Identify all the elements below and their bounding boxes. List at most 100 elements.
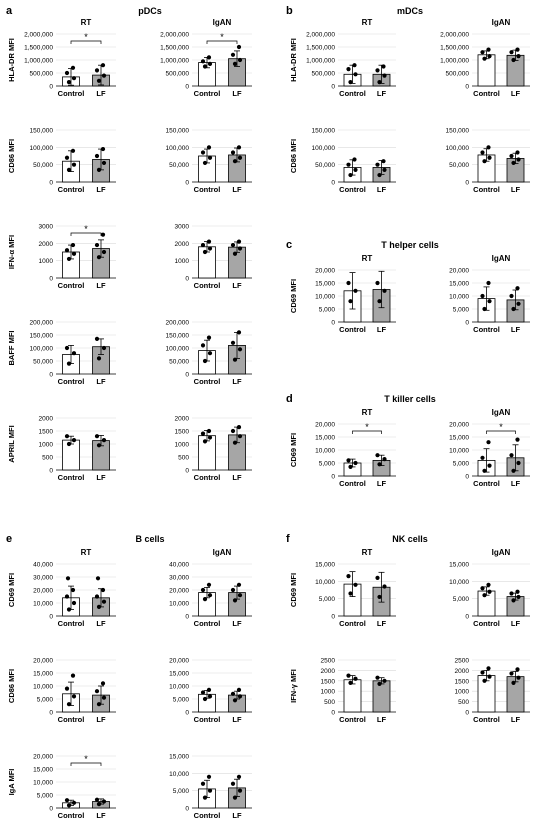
x-tick-label: Control [58,89,85,98]
x-tick-label: LF [377,479,387,488]
data-point [382,457,387,462]
data-point [237,246,243,251]
y-tick-label: 0 [185,710,189,717]
y-tick-label: 0 [185,806,189,813]
section-title-b: mDCs [397,6,423,16]
y-tick-label: 0 [49,614,53,621]
x-tick-label: Control [58,715,85,724]
y-tick-label: 0 [465,710,469,717]
y-tick-label: 100,000 [312,145,336,152]
data-point [66,441,72,447]
y-tick-label: 0 [185,468,189,475]
chart-panel-24: RT CD69 MFI 0 5,000 10,000 15,000 Control LF [289,548,396,628]
data-point [509,50,514,55]
data-point [515,47,520,52]
data-point [509,453,514,458]
y-tick-label: 1,500,000 [160,45,189,52]
data-point [236,239,242,244]
y-tick-label: 0 [465,474,469,481]
y-tick-label: 100,000 [30,346,54,353]
x-tick-label: LF [232,619,242,628]
data-point [96,702,102,707]
y-axis-label: HLA-DR MFI [289,38,298,82]
data-point [202,358,208,364]
data-point [100,587,106,593]
y-tick-label: 5,000 [453,596,470,603]
y-tick-label: 150,000 [166,128,190,135]
x-tick-label: LF [511,325,521,334]
data-point [511,306,516,312]
y-tick-label: 15,000 [449,562,469,569]
data-point [236,687,242,693]
y-tick-label: 100,000 [166,346,190,353]
section-title-a: pDCs [138,6,162,16]
y-tick-label: 0 [185,276,189,283]
x-tick-label: LF [511,185,521,194]
x-tick-label: LF [96,715,106,724]
data-point [346,162,351,167]
data-point [200,690,206,695]
x-tick-label: LF [377,715,387,724]
x-tick-label: Control [58,619,85,628]
x-tick-label: Control [473,89,500,98]
data-point [206,428,212,434]
data-point [352,63,357,68]
y-tick-label: 15,000 [315,435,335,442]
y-tick-label: 150,000 [30,333,54,340]
y-tick-label: 15,000 [315,562,335,569]
x-tick-label: LF [232,89,242,98]
data-point [70,242,76,248]
y-tick-label: 10,000 [33,601,53,608]
chart-panel-23: 0 5,000 10,000 15,000 Control LF [169,754,252,820]
y-tick-label: 0 [331,320,335,327]
panel-title: IgAN [492,408,511,417]
data-point [382,678,387,683]
x-tick-label: Control [473,619,500,628]
data-point [94,242,100,248]
data-point [64,345,70,351]
data-point [236,425,242,430]
section-title-e: B cells [135,534,164,544]
y-tick-label: 10,000 [33,780,53,787]
data-point [346,673,351,678]
y-tick-label: 1000 [455,689,470,696]
data-point [101,249,107,255]
bar-lf [372,680,391,713]
data-point [200,343,206,348]
x-tick-label: LF [96,281,106,290]
y-tick-label: 0 [49,710,53,717]
data-point [486,582,491,587]
y-tick-label: 10,000 [169,684,189,691]
data-point [375,453,380,458]
data-point [516,460,521,466]
data-point [375,68,380,73]
data-point [206,335,212,340]
x-tick-label: Control [194,377,221,386]
data-point [487,674,492,679]
data-point [94,797,100,802]
data-point [101,73,107,78]
data-point [382,73,387,78]
y-tick-label: 100,000 [446,145,470,152]
data-point [482,306,487,312]
data-point [70,673,76,678]
data-point [236,330,242,335]
y-tick-label: 1,000,000 [440,58,469,65]
x-tick-label: LF [511,89,521,98]
y-tick-label: 5,000 [319,596,336,603]
y-tick-label: 0 [185,180,189,187]
data-point [207,694,213,699]
y-tick-label: 50,000 [33,162,53,169]
significance-bracket [486,430,516,434]
data-point [64,686,70,691]
y-tick-label: 10,000 [169,601,189,608]
chart-panel-8: APRIL MFI 0 500 1000 1500 2000 Control LF [7,416,116,482]
data-point [516,54,521,59]
data-point [206,582,212,587]
x-tick-label: LF [232,377,242,386]
data-point [382,288,387,293]
y-tick-label: 40,000 [33,562,53,569]
chart-panel-15: IgAN 0 5,000 10,000 15,000 20,000 Control LF [449,254,530,334]
y-tick-label: 20,000 [169,588,189,595]
panel-title: IgAN [492,254,511,263]
